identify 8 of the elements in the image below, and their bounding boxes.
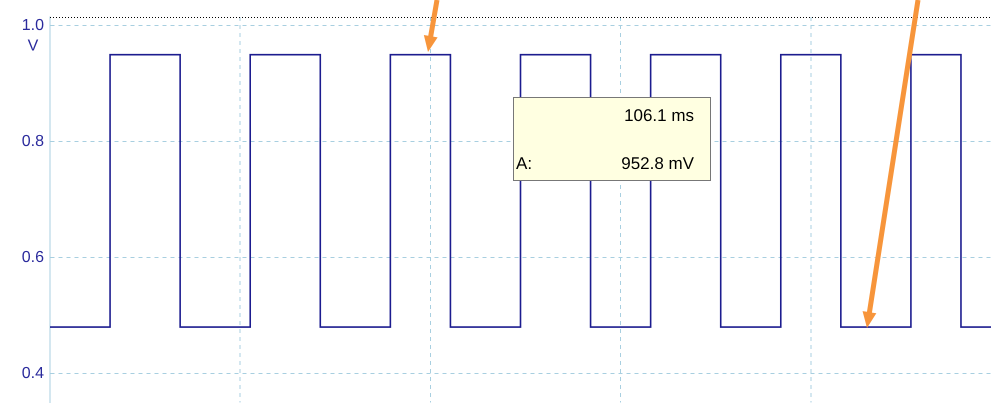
- annotation: 952.8 mV: [621, 154, 694, 174]
- y-axis-title: V: [28, 37, 39, 54]
- annotation: 106.1 ms: [624, 106, 694, 126]
- y-tick-label: 0.8: [22, 133, 44, 150]
- y-tick-label: 0.6: [22, 248, 44, 266]
- y-tick-label: 0.4: [22, 364, 44, 382]
- y-tick-label: 1.0: [22, 17, 44, 34]
- annotation: A:: [516, 154, 532, 174]
